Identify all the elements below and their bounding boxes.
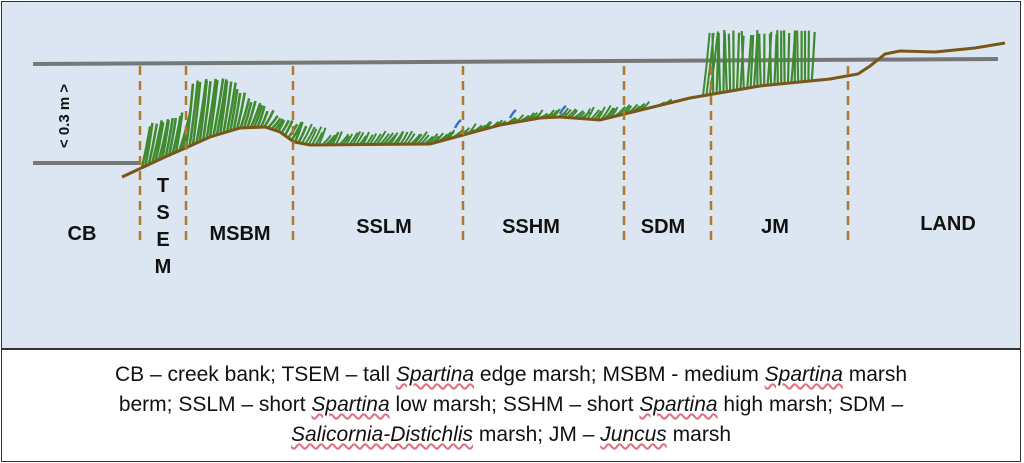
grass-blade: [807, 30, 810, 82]
grass-blade: [253, 104, 264, 128]
zone-label-cb: CB: [68, 223, 97, 245]
zone-label-sdm: SDM: [641, 216, 685, 238]
grass-blade: [147, 123, 159, 165]
marsh-profile-diagram: < 0.3 m > CB TSEM MSBM SSLM SSHM SDM JM …: [32, 29, 1006, 278]
caption-line-3: Salicornia-Distichlis marsh; JM – Juncus…: [291, 423, 731, 446]
grass-blade: [174, 112, 184, 153]
grass-blade: [235, 92, 247, 130]
grass-blade: [256, 105, 266, 128]
grass-blade: [171, 115, 182, 155]
grass-blade: [717, 32, 722, 93]
caption-line-1: CB – creek bank; TSEM – tall Spartina ed…: [114, 363, 908, 386]
grass-blade: [164, 117, 174, 157]
grass-blade: [144, 122, 154, 167]
grass-blade: [727, 33, 732, 92]
marsh-vegetation: [140, 29, 816, 168]
grass-blade: [150, 120, 163, 164]
grass-blade: [723, 32, 728, 92]
grass-blade: [304, 126, 316, 145]
zone-label-jm: JM: [761, 216, 789, 238]
water-mark: [558, 104, 567, 115]
grass-blade: [740, 30, 745, 89]
zone-label-tsem-letter: E: [156, 229, 169, 251]
grass-blade: [212, 78, 225, 137]
caption: CB – creek bank; TSEM – tall Spartina ed…: [10, 360, 1012, 450]
grass-blade: [225, 82, 237, 133]
grass-blade: [810, 31, 816, 81]
grass-blade: [783, 30, 786, 84]
grass-blade: [232, 92, 242, 131]
grass-blade: [229, 88, 239, 132]
grass-blade: [702, 32, 711, 96]
grass-blade: [749, 35, 755, 88]
zone-label-land: LAND: [920, 213, 976, 235]
grass-blade: [297, 125, 308, 144]
grass-blade: [735, 32, 741, 90]
zone-label-sslm: SSLM: [356, 216, 412, 238]
zone-label-tsem-letter: M: [155, 256, 172, 278]
grass-blade: [161, 120, 170, 159]
grass-blade: [300, 123, 313, 145]
grass-blade: [773, 34, 778, 85]
ground-profile: [121, 41, 1006, 179]
upper-reference-line: [32, 57, 999, 66]
grass-blade: [140, 126, 152, 168]
grass-blade: [218, 80, 229, 135]
grass-blade: [293, 121, 304, 143]
caption-box: CB – creek bank; TSEM – tall Spartina ed…: [1, 349, 1021, 462]
grass-blade: [746, 34, 753, 89]
zone-label-tsem-letter: S: [156, 202, 169, 224]
scale-label: < 0.3 m >: [56, 84, 73, 148]
grass-blade: [246, 100, 257, 129]
grass-blade: [208, 79, 219, 138]
zone-label-tsem-letter: T: [157, 175, 169, 197]
grass-blade: [786, 32, 791, 84]
grass-blade: [222, 81, 233, 134]
grass-blade: [239, 98, 251, 129]
caption-line-2: berm; SSLM – short Spartina low marsh; S…: [118, 393, 904, 416]
grass-blade: [776, 30, 779, 85]
water-mark: [508, 108, 517, 119]
zone-label-tsem: TSEM: [155, 175, 172, 278]
grass-blade: [711, 33, 715, 95]
grass-blade: [198, 80, 208, 142]
zone-label-sshm: SSHM: [502, 216, 560, 238]
grass-blade: [191, 81, 202, 145]
grass-blade: [242, 101, 253, 129]
grass-blade: [188, 80, 200, 147]
water-mark: [453, 118, 462, 129]
zone-dividers: [138, 66, 850, 240]
grass-blade: [796, 30, 800, 83]
zone-label-msbm: MSBM: [209, 223, 270, 245]
grass-blade: [205, 78, 217, 139]
grass-blade: [758, 33, 762, 86]
grass-blade: [167, 117, 178, 156]
grass-blade: [249, 102, 262, 129]
grass-blade: [154, 122, 165, 162]
grass-blade: [768, 33, 773, 85]
grass-blade: [201, 81, 212, 141]
